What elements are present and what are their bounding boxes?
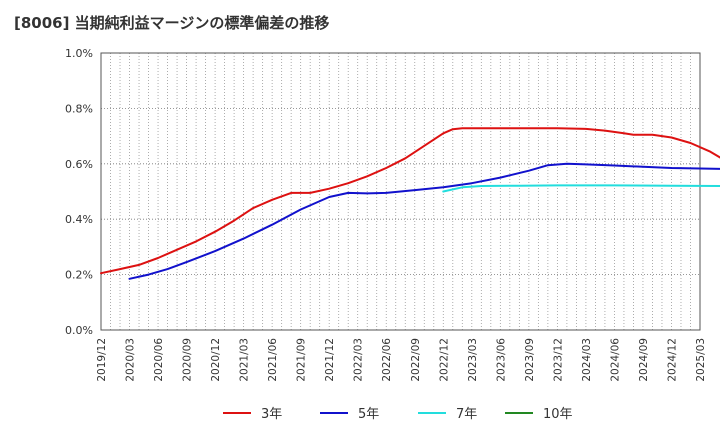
x-tick-label: 2022/06: [381, 338, 393, 382]
x-tick-label: 2020/09: [182, 338, 194, 382]
series-layer: [100, 127, 720, 280]
axis-layer: 0.0% 0.2% 0.4% 0.6% 0.8% 1.0% 2019/12 2020/03 20…: [65, 47, 707, 382]
y-tick-label: 0.2%: [65, 269, 93, 282]
plot-frame: [100, 52, 701, 331]
x-tick-label: 2021/12: [324, 338, 336, 382]
y-tick-label: 0.6%: [65, 158, 93, 171]
series-line: [442, 184, 720, 193]
x-tick-label: 2024/06: [609, 338, 621, 382]
series-line: [100, 127, 720, 275]
chart-title: [8006] 当期純利益マージンの標準偏差の推移: [14, 14, 330, 32]
x-tick-label: 2020/03: [125, 338, 137, 382]
series-line: [128, 162, 720, 280]
x-tick-label: 2023/03: [467, 338, 479, 382]
x-tick-label: 2019/12: [96, 338, 108, 382]
y-tick-label: 0.0%: [65, 324, 93, 337]
x-tick-label: 2020/06: [153, 338, 165, 382]
x-tick-label: 2020/12: [210, 338, 222, 382]
x-tick-label: 2022/03: [353, 338, 365, 382]
x-tick-label: 2024/03: [581, 338, 593, 382]
x-tick-label: 2022/12: [438, 338, 450, 382]
x-tick-label: 2023/06: [495, 338, 507, 382]
x-tick-label: 2021/03: [239, 338, 251, 382]
x-tick-label: 2021/06: [267, 338, 279, 382]
legend-layer: 3年 5年 7年 10年: [223, 407, 573, 422]
x-tick-label: 2023/12: [552, 338, 564, 382]
x-tick-label: 2022/09: [410, 338, 422, 382]
legend-label: 7年: [456, 407, 477, 422]
x-tick-label: 2023/09: [524, 338, 536, 382]
legend-label: 10年: [543, 407, 573, 422]
legend-label: 5年: [358, 407, 379, 422]
y-tick-label: 1.0%: [65, 47, 93, 60]
x-tick-label: 2024/09: [638, 338, 650, 382]
y-tick-label: 0.8%: [65, 102, 93, 115]
legend-label: 3年: [261, 407, 282, 422]
x-tick-label: 2021/09: [296, 338, 308, 382]
x-tick-label: 2024/12: [666, 338, 678, 382]
y-tick-label: 0.4%: [65, 213, 93, 226]
x-tick-label: 2025/03: [695, 338, 707, 382]
